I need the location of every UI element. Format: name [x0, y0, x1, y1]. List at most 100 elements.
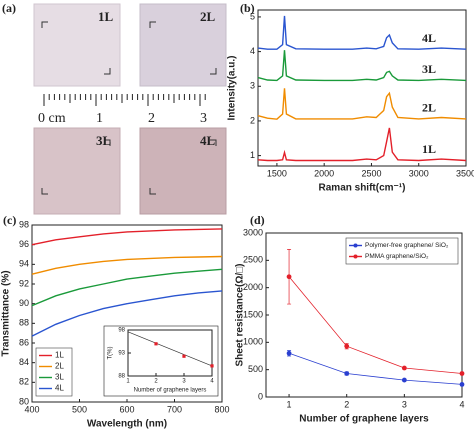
x-tick-label: 2500 — [361, 168, 381, 178]
legend-marker — [353, 254, 358, 259]
series-line — [31, 290, 223, 337]
series-line — [288, 352, 463, 385]
x-tick-label: 1 — [287, 399, 292, 409]
legend-label: 1L — [422, 142, 436, 156]
sample-label: 1L — [98, 9, 114, 24]
y-axis-label: Intensity(a.u.) — [227, 55, 238, 120]
y-tick-label: 4 — [250, 46, 255, 56]
legend-box — [345, 237, 459, 265]
y-tick-label: 96 — [19, 239, 29, 249]
point — [154, 342, 158, 346]
inset-background — [103, 325, 219, 397]
x-tick-label: 3 — [182, 379, 186, 385]
ruler-label: 3 — [200, 111, 207, 126]
point — [459, 371, 465, 376]
corner-marks — [41, 21, 217, 195]
x-axis-label: Number of graphene layers — [299, 414, 429, 425]
photo-panel: (a) 1L 2L 3L 4L 0 cm 1 2 3 — [2, 1, 227, 215]
x-axis-label: Raman shift(cm⁻¹) — [319, 183, 406, 194]
point — [182, 354, 186, 358]
x-tick-label: 600 — [119, 404, 134, 414]
panel-label: (a) — [2, 1, 16, 15]
legend-label: 1L — [55, 351, 64, 360]
panel-label: (d) — [250, 213, 265, 227]
y-tick-label: 86 — [19, 337, 29, 347]
ruler-label: 0 cm — [38, 111, 66, 126]
sample-photo — [33, 127, 121, 215]
x-tick-label: 500 — [72, 404, 87, 414]
point — [286, 274, 292, 280]
series-line — [257, 127, 467, 162]
point — [401, 377, 407, 383]
x-tick-label: 1500 — [267, 168, 287, 178]
series-line — [257, 50, 467, 82]
x-tick-label: 3 — [402, 399, 407, 409]
y-tick-label: 94 — [19, 259, 29, 269]
y-tick-label: 3000 — [243, 227, 263, 237]
ruler-label: 2 — [148, 111, 155, 126]
y-tick-label: 98 — [118, 328, 125, 334]
x-axis-label: Wavelength (nm) — [87, 419, 167, 430]
ruler-label: 1 — [96, 111, 103, 126]
y-tick-label: 88 — [118, 374, 125, 380]
legend-label: Polymer-free graphene/ SiO₂ — [365, 242, 449, 249]
sample-label: 4L — [200, 133, 216, 148]
legend-label: 2L — [422, 101, 436, 115]
point — [401, 365, 407, 371]
series-line — [257, 88, 467, 120]
x-tick-label: 3000 — [409, 168, 429, 178]
y-tick-label: 80 — [19, 396, 29, 406]
y-tick-label: 93 — [118, 351, 125, 357]
y-tick-label: 2000 — [243, 282, 263, 292]
chart: 1 2 3 4 88 93 98 Number of graphene layers T(%) — [103, 325, 219, 397]
y-tick-label: 1 — [250, 150, 255, 160]
y-axis-label: T(%) — [108, 347, 114, 360]
y-tick-label: 0 — [258, 391, 263, 401]
legend-label: 4L — [422, 31, 436, 45]
legend-label: PMMA graphene/SiO₂ — [365, 253, 429, 260]
y-tick-label: 92 — [19, 278, 29, 288]
point — [344, 371, 350, 376]
x-tick-label: 4 — [210, 379, 214, 385]
y-axis-label: Transmittance (%) — [1, 270, 12, 356]
y-tick-label: 3 — [250, 81, 255, 91]
series-line — [31, 268, 223, 307]
point — [286, 350, 292, 356]
y-tick-label: 84 — [19, 357, 29, 367]
sample-photo — [139, 127, 227, 215]
series-line — [288, 276, 463, 374]
x-tick-label: 3500 — [456, 168, 474, 178]
y-tick-label: 5 — [250, 11, 255, 21]
legend-label: 2L — [55, 362, 64, 371]
series-line — [257, 15, 467, 50]
series-line — [31, 255, 223, 275]
x-tick-label: 800 — [214, 404, 229, 414]
x-tick-label: 400 — [24, 404, 39, 414]
chart: 1500 2000 2500 3000 3500 1 2 3 4 5 Raman shift(cm⁻… — [227, 1, 474, 194]
y-tick-label: 90 — [19, 298, 29, 308]
sample-label: 2L — [200, 9, 216, 24]
legend-label: 4L — [55, 384, 64, 393]
sample-photo — [33, 3, 121, 87]
x-axis-label: Number of graphene layers — [134, 388, 207, 394]
series-line — [31, 228, 223, 246]
y-tick-label: 88 — [19, 318, 29, 328]
y-tick-label: 98 — [19, 219, 29, 229]
legend-label: 3L — [422, 62, 436, 76]
y-tick-label: 2500 — [243, 255, 263, 265]
x-tick-label: 2 — [154, 379, 158, 385]
chart: 400 500 600 700 800 80 82 84 86 88 90 92 94 96 98 Wavel… — [1, 213, 230, 430]
x-tick-label: 2000 — [314, 168, 334, 178]
fit-line — [127, 331, 213, 367]
y-tick-label: 2 — [250, 115, 255, 125]
point — [459, 382, 465, 387]
y-tick-label: 500 — [248, 364, 263, 374]
plot-frame — [257, 9, 467, 167]
sample-label: 3L — [96, 133, 112, 148]
y-tick-label: 82 — [19, 377, 29, 387]
x-tick-label: 2 — [344, 399, 349, 409]
chart: 1 2 3 4 0 500 1000 1500 2000 2500 3000 Number of gr… — [235, 213, 465, 425]
sample-photo — [139, 3, 227, 87]
legend-marker — [353, 243, 358, 248]
